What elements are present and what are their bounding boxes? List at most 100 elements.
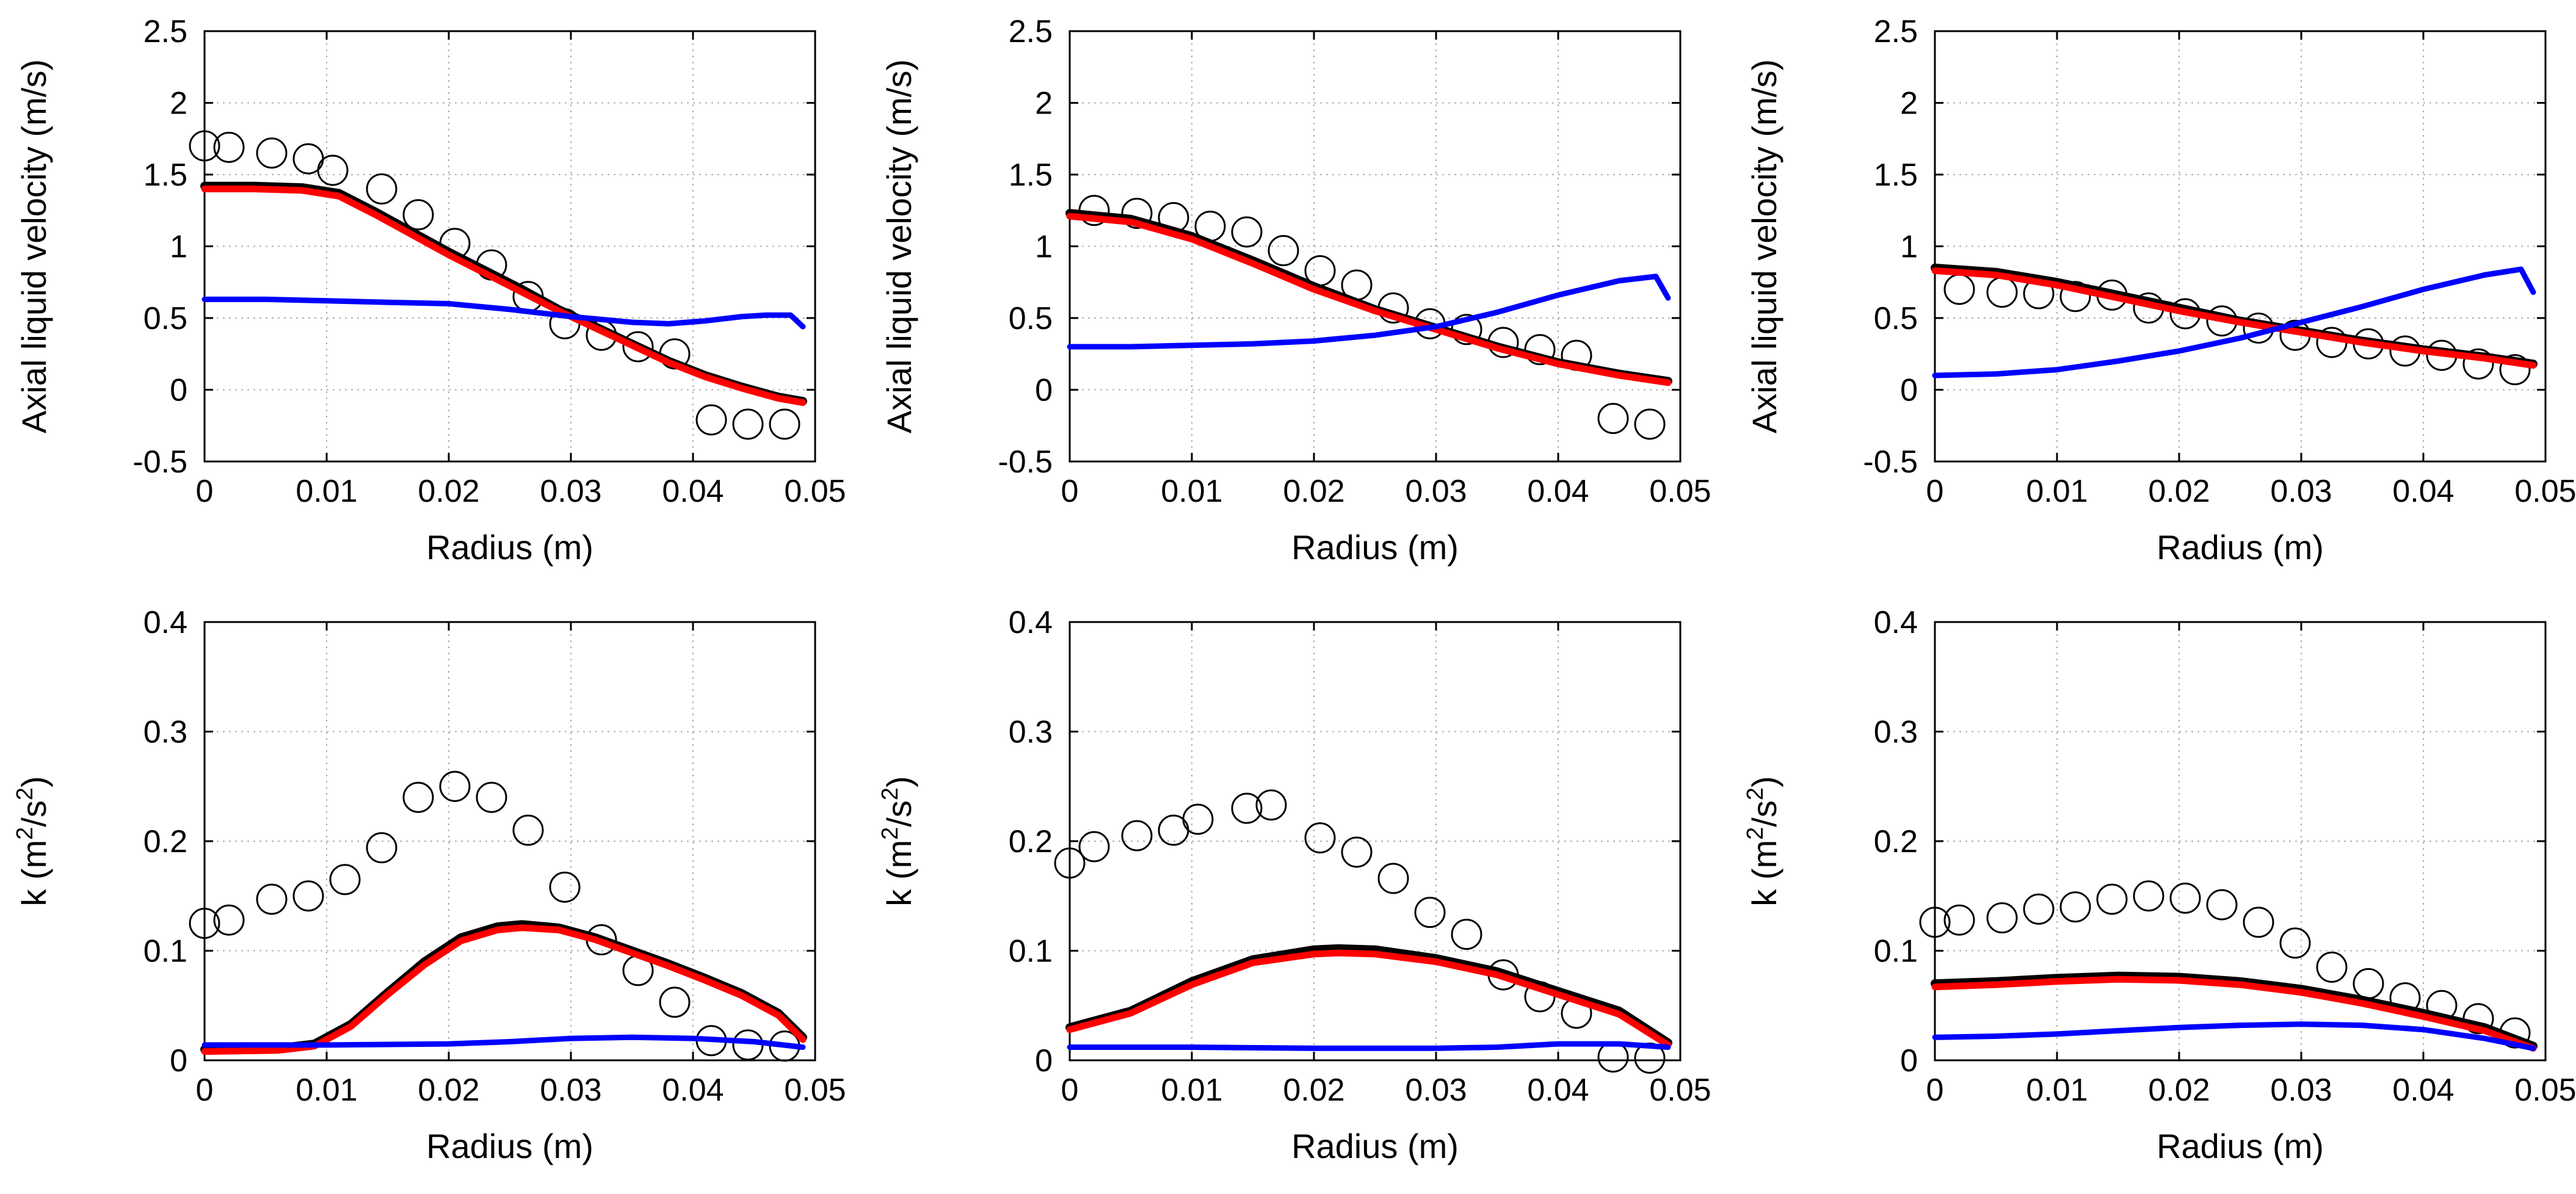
x-tick-label: 0.03	[540, 474, 601, 509]
data-point	[439, 770, 471, 802]
x-tick-label: 0.02	[1283, 1073, 1344, 1108]
y-tick-label: 2	[1035, 86, 1053, 121]
x-tick-label: 0.02	[418, 1073, 479, 1108]
data-point	[1986, 277, 2018, 308]
y-tick-label: 1.5	[143, 157, 187, 193]
y-axis-label: k (m2/s2)	[12, 776, 53, 906]
data-point	[2499, 354, 2531, 386]
data-point	[2279, 927, 2311, 959]
data-point	[1943, 904, 1975, 936]
y-tick-label: 0.5	[143, 301, 187, 336]
data-point	[1919, 906, 1951, 938]
data-point	[317, 154, 349, 186]
data-point	[1255, 789, 1287, 821]
y-axis-label: k (m2/s2)	[877, 776, 918, 906]
data-point	[2316, 951, 2348, 983]
x-tick-label: 0	[1061, 474, 1079, 509]
x-tick-label: 0.05	[1649, 474, 1711, 509]
y-tick-label: 2.5	[143, 14, 187, 49]
y-tick-label: 0	[1900, 373, 1918, 408]
data-point	[659, 986, 691, 1018]
data-point	[329, 864, 361, 896]
data-point	[1304, 822, 1336, 854]
data-point	[189, 908, 220, 939]
plot-frame	[203, 30, 816, 463]
data-point	[1054, 847, 1086, 879]
y-axis-label: Axial liquid velocity (m/s)	[880, 59, 918, 433]
x-tick-label: 0.03	[2270, 474, 2332, 509]
data-point	[2206, 889, 2238, 921]
data-point	[1182, 803, 1214, 835]
data-point	[402, 199, 434, 231]
y-tick-label: 1.5	[1874, 157, 1918, 193]
y-axis-label: Axial liquid velocity (m/s)	[15, 59, 53, 433]
y-axis-label: k (m2/s2)	[1743, 776, 1783, 906]
y-tick-label: 0	[1900, 1043, 1918, 1079]
data-point	[1943, 273, 1975, 305]
data-point	[2353, 968, 2384, 999]
x-axis-label: Radius (m)	[2157, 1127, 2324, 1165]
series-line	[200, 181, 807, 406]
series-line	[201, 1034, 806, 1050]
x-tick-label: 0.04	[2392, 1073, 2454, 1108]
plot-frame	[1934, 30, 2547, 463]
x-tick-label: 0.03	[540, 1073, 601, 1108]
y-tick-label: -0.5	[1863, 444, 1918, 480]
series-line	[1067, 1041, 1671, 1051]
y-tick-label: 0.4	[143, 605, 187, 640]
y-tick-label: 1	[170, 230, 187, 265]
data-point	[2096, 883, 2128, 915]
x-tick-label: 0.04	[1527, 474, 1589, 509]
data-point	[2243, 906, 2274, 938]
x-axis-label: Radius (m)	[426, 528, 593, 566]
data-point	[1121, 820, 1153, 852]
y-tick-label: 0.2	[143, 824, 187, 859]
y-tick-label: 0.1	[143, 934, 187, 969]
x-tick-label: 0.05	[1649, 1073, 1711, 1108]
x-tick-label: 0	[1061, 1073, 1079, 1108]
series-line	[1066, 212, 1672, 386]
x-tick-label: 0	[196, 1073, 214, 1108]
y-tick-label: 0.4	[1009, 605, 1053, 640]
y-tick-label: 1	[1035, 230, 1053, 265]
data-point	[1078, 831, 1110, 863]
y-tick-label: 0	[1035, 1043, 1053, 1079]
data-point	[2462, 348, 2494, 380]
series-line	[1067, 273, 1671, 350]
x-tick-label: 0.02	[2148, 1073, 2210, 1108]
data-point	[1231, 792, 1263, 824]
data-point	[2059, 891, 2091, 923]
series-line	[1931, 975, 2537, 1052]
data-point	[366, 832, 397, 864]
y-tick-label: 0.3	[1874, 715, 1918, 750]
x-tick-label: 0.02	[2148, 474, 2210, 509]
data-point	[2023, 893, 2055, 925]
y-tick-label: 0	[1035, 373, 1053, 408]
data-point	[292, 880, 324, 912]
x-tick-label: 0.05	[784, 1073, 846, 1108]
series-line	[1932, 1021, 2536, 1051]
y-tick-label: -0.5	[132, 444, 187, 480]
series-line	[201, 186, 807, 407]
x-tick-label: 0.01	[296, 474, 357, 509]
plot-frame	[1068, 30, 1682, 463]
y-axis-label: Axial liquid velocity (m/s)	[1745, 59, 1783, 433]
data-point	[366, 173, 397, 204]
x-tick-label: 0.01	[2026, 474, 2088, 509]
data-point	[549, 871, 581, 903]
data-point	[1986, 902, 2018, 934]
y-tick-label: 0.3	[143, 715, 187, 750]
panel-top-middle: 0 0.01 0.02 0.03 0.04 0.05-0.500.511.522.5Rad…	[880, 14, 1711, 566]
data-point	[732, 408, 764, 440]
x-axis-label: Radius (m)	[1291, 1127, 1459, 1165]
data-point	[732, 1029, 764, 1061]
y-tick-label: 2.5	[1009, 14, 1053, 49]
y-tick-label: 0.2	[1874, 824, 1918, 859]
x-tick-label: 0.01	[1161, 474, 1222, 509]
y-tick-label: 0.5	[1009, 301, 1053, 336]
x-tick-label: 0.04	[662, 1073, 724, 1108]
data-point	[1634, 408, 1666, 440]
x-tick-label: 0.02	[418, 474, 479, 509]
x-tick-label: 0.01	[296, 1073, 357, 1108]
x-tick-label: 0.04	[662, 474, 724, 509]
